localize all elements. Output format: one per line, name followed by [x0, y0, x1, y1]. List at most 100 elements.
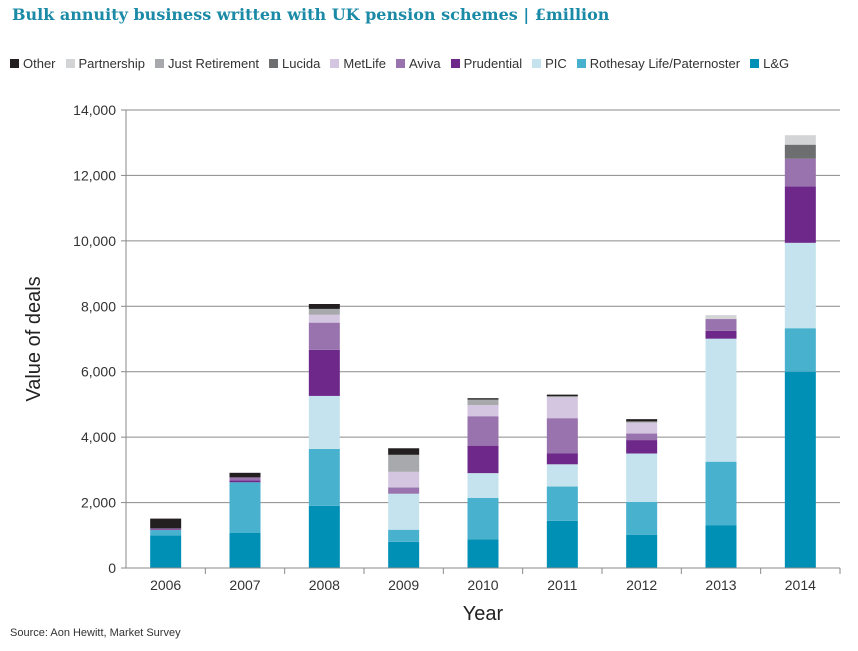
bar-segment-prudential-2010	[467, 445, 499, 474]
legend: Other Partnership Just Retirement Lucida Met…	[10, 56, 789, 71]
bar-segment-other-2009	[388, 448, 420, 455]
legend-label: Rothesay Life/Paternoster	[589, 56, 741, 71]
legend-swatch	[330, 59, 340, 68]
legend-item: Rothesay Life/Paternoster	[576, 56, 741, 71]
bar-segment-other-2012	[626, 419, 658, 422]
bar-segment-prudential-2006	[150, 529, 182, 531]
bar-segment-aviva-2013	[705, 319, 737, 331]
bar-segment-pic-2013	[705, 338, 737, 462]
source-note: Source: Aon Hewitt, Market Survey	[10, 627, 181, 639]
bar-segment-pic-2011	[546, 464, 578, 487]
bar-segment-prudential-2007	[229, 480, 261, 483]
y-tick-label: 10,000	[73, 233, 116, 249]
bar-segment-prudential-2014	[784, 186, 816, 243]
bar-segment-lucida-2014	[784, 144, 816, 159]
bar-segment-metlife-2008	[308, 314, 340, 323]
legend-swatch	[450, 59, 460, 68]
bar-segment-l-g-2012	[626, 534, 658, 568]
legend-swatch	[576, 59, 586, 68]
legend-item: Just Retirement	[155, 56, 259, 71]
y-tick-label: 2,000	[81, 495, 116, 511]
legend-swatch	[750, 59, 760, 68]
legend-label: Other	[23, 56, 56, 71]
bar-segment-metlife-2009	[388, 471, 420, 488]
legend-label: MetLife	[343, 56, 386, 71]
x-tick-label: 2010	[467, 577, 498, 593]
legend-swatch	[155, 59, 164, 68]
legend-label: Prudential	[463, 56, 523, 71]
bar-segment-l-g-2013	[705, 525, 737, 568]
bar-segment-other-2006	[150, 518, 182, 529]
bar-segment-other-2008	[308, 303, 340, 309]
legend-label: Just Retirement	[168, 56, 260, 71]
bar-segment-just-retirement-2012	[626, 421, 658, 423]
bar-segment-l-g-2009	[388, 541, 420, 568]
bar-segment-prudential-2013	[705, 330, 737, 339]
bar-segment-aviva-2009	[388, 487, 420, 494]
bar-segment-metlife-2010	[467, 405, 499, 417]
bar-segment-l-g-2007	[229, 532, 261, 568]
bar-segment-pic-2014	[784, 242, 816, 329]
bar-segment-partnership-2013	[705, 315, 737, 320]
bar-segment-partnership-2014	[784, 135, 816, 145]
legend-item: MetLife	[330, 56, 386, 71]
bar-segment-aviva-2008	[308, 322, 340, 350]
y-tick-label: 8,000	[81, 298, 116, 314]
bar-segment-l-g-2011	[546, 520, 578, 568]
x-axis-label: Year	[463, 603, 504, 625]
bar-segment-rothesay-life-paternoster-2011	[546, 486, 578, 521]
legend-label: Aviva	[409, 56, 441, 71]
y-tick-label: 14,000	[73, 102, 116, 118]
bar-segment-pic-2010	[467, 473, 499, 498]
legend-item: Aviva	[396, 56, 441, 71]
legend-label: PIC	[545, 56, 567, 71]
legend-swatch	[65, 59, 75, 68]
bar-segment-just-retirement-2008	[308, 308, 340, 315]
y-tick-label: 6,000	[81, 364, 116, 380]
legend-label: Partnership	[78, 56, 145, 71]
bar-segment-just-retirement-2011	[546, 396, 578, 398]
bar-segment-rothesay-life-paternoster-2007	[229, 482, 261, 533]
bar-segment-aviva-2007	[229, 477, 261, 481]
bar-segment-prudential-2012	[626, 440, 658, 454]
x-tick-label: 2006	[150, 577, 181, 593]
bar-segment-rothesay-life-paternoster-2006	[150, 530, 182, 536]
bar-segment-just-retirement-2010	[467, 399, 499, 406]
bar-segment-l-g-2014	[784, 371, 816, 568]
x-tick-label: 2013	[705, 577, 736, 593]
legend-swatch	[396, 59, 405, 68]
bar-segment-aviva-2012	[626, 433, 658, 441]
legend-item: Lucida	[269, 56, 320, 71]
bar-segment-metlife-2012	[626, 422, 658, 434]
bar-segment-pic-2009	[388, 493, 420, 530]
legend-label: L&G	[763, 56, 790, 71]
legend-swatch	[532, 59, 542, 68]
bar-segment-rothesay-life-paternoster-2012	[626, 501, 658, 535]
bar-segment-pic-2008	[308, 395, 340, 449]
legend-item: Other	[10, 56, 56, 71]
bar-segment-aviva-2006	[150, 528, 182, 530]
x-tick-label: 2009	[388, 577, 419, 593]
legend-label: Lucida	[282, 56, 321, 71]
y-tick-label: 0	[108, 560, 116, 576]
bar-segment-rothesay-life-paternoster-2010	[467, 497, 499, 540]
x-tick-label: 2014	[785, 577, 816, 593]
x-tick-label: 2012	[626, 577, 657, 593]
bar-segment-pic-2012	[626, 453, 658, 502]
x-tick-label: 2011	[547, 577, 577, 593]
y-tick-label: 12,000	[73, 167, 116, 183]
legend-swatch	[10, 59, 19, 68]
y-tick-label: 4,000	[81, 429, 116, 445]
x-tick-label: 2008	[309, 577, 340, 593]
bar-segment-l-g-2006	[150, 535, 182, 568]
bar-segment-rothesay-life-paternoster-2008	[308, 448, 340, 506]
bar-segment-rothesay-life-paternoster-2014	[784, 328, 816, 372]
legend-item: Prudential	[450, 56, 523, 71]
legend-item: Partnership	[65, 56, 145, 71]
bar-segment-just-retirement-2009	[388, 454, 420, 472]
legend-item: L&G	[750, 56, 789, 71]
legend-item: PIC	[532, 56, 567, 71]
bar-segment-aviva-2011	[546, 418, 578, 454]
